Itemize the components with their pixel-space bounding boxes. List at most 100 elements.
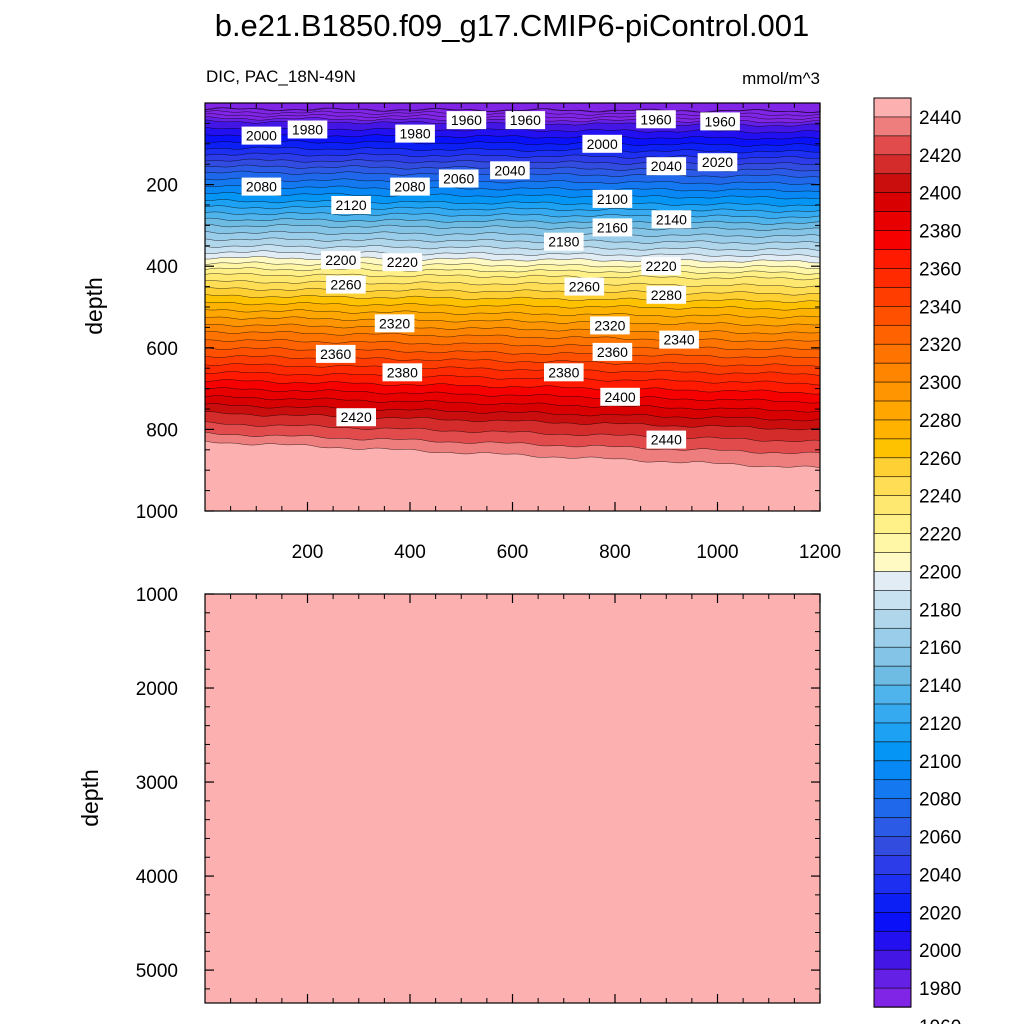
contour-label: 2400 bbox=[600, 387, 640, 406]
contour-label: 2140 bbox=[651, 210, 692, 229]
contour-label-box bbox=[315, 344, 356, 363]
contour-label-text: 2040 bbox=[651, 158, 682, 174]
contour-label: 2040 bbox=[490, 161, 530, 180]
contour-label: 2360 bbox=[592, 342, 633, 361]
y-tick-label: 3000 bbox=[136, 773, 178, 794]
contour-label-box bbox=[646, 157, 687, 176]
figure-title: b.e21.B1850.f09_g17.CMIP6-piControl.001 bbox=[215, 8, 810, 43]
colorbar-label: 2040 bbox=[919, 865, 961, 886]
colorbar-swatch bbox=[873, 741, 912, 762]
contour-label-text: 1960 bbox=[705, 113, 736, 129]
contour-line bbox=[204, 267, 821, 275]
contour-line bbox=[204, 261, 821, 269]
contour-label: 2260 bbox=[326, 275, 366, 294]
contour-label-box bbox=[582, 134, 622, 153]
contour-label-box bbox=[646, 285, 687, 304]
contour-line bbox=[204, 199, 821, 207]
contour-line bbox=[204, 244, 821, 252]
colorbar: 2440 2420 2400 2380 2360 2340 2320 2300 2280 2260… bbox=[873, 97, 961, 1024]
colorbar-label: 2440 bbox=[919, 108, 961, 129]
contour-label-box bbox=[490, 161, 530, 180]
colorbar-swatch bbox=[873, 912, 912, 932]
contour-line bbox=[205, 339, 821, 351]
contour-label: 2160 bbox=[592, 218, 633, 237]
upper-panel: DIC, PAC_18N-49N mmol/m^3 2000 1980 1980 19… bbox=[81, 67, 841, 563]
y-tick-label: 400 bbox=[146, 257, 178, 278]
upper-y-axis-label: depth bbox=[81, 277, 107, 335]
contour-label: 2320 bbox=[590, 316, 630, 335]
colorbar-label: 2180 bbox=[919, 600, 961, 621]
colorbar-label: 2140 bbox=[919, 676, 961, 697]
contour-label-text: 1980 bbox=[292, 122, 323, 138]
colorbar-swatch bbox=[873, 154, 912, 175]
contour-label: 2320 bbox=[374, 314, 415, 333]
contour-label: 2360 bbox=[315, 344, 356, 363]
colorbar-label: 2020 bbox=[919, 903, 961, 924]
contour-label-box bbox=[592, 342, 633, 361]
y-tick-label: 4000 bbox=[136, 867, 178, 888]
colorbar-swatch bbox=[873, 230, 912, 251]
colorbar-label: 2420 bbox=[919, 146, 961, 167]
contour-label-text: 2080 bbox=[246, 179, 277, 195]
contour-label: 1980 bbox=[395, 124, 435, 143]
colorbar-label: 1960 bbox=[919, 1017, 961, 1024]
contour-label: 2060 bbox=[438, 169, 479, 188]
contour-label: 2080 bbox=[390, 177, 430, 196]
colorbar-swatch bbox=[873, 419, 912, 440]
x-tick-label: 400 bbox=[394, 542, 426, 563]
colorbar-swatch bbox=[873, 779, 912, 800]
contour-line bbox=[204, 440, 821, 469]
contour-line bbox=[204, 280, 821, 288]
colorbar-swatch bbox=[873, 97, 912, 118]
contour-label-text: 1960 bbox=[640, 111, 671, 127]
contour-label-box bbox=[641, 257, 681, 276]
colorbar-swatch bbox=[873, 893, 912, 914]
contour-label-text: 2060 bbox=[443, 171, 474, 187]
colorbar-label: 2320 bbox=[919, 335, 961, 356]
colorbar-label: 2060 bbox=[919, 828, 961, 849]
contour-label: 2080 bbox=[241, 177, 282, 196]
contour-label-box bbox=[600, 387, 640, 406]
contour-label-text: 1980 bbox=[400, 126, 431, 142]
contour-label-box bbox=[382, 363, 423, 382]
upper-axes: 200 400 600 800 1000 1200 200 400 600 800 1000 bbox=[136, 103, 841, 563]
colorbar-label: 2100 bbox=[919, 752, 961, 773]
contour-label-text: 2360 bbox=[320, 346, 351, 362]
contour-label-text: 2280 bbox=[651, 287, 682, 303]
x-tick-label: 1000 bbox=[696, 542, 738, 563]
contour-label-text: 1960 bbox=[451, 112, 482, 128]
colorbar-swatch bbox=[873, 476, 912, 497]
colorbar-label: 2360 bbox=[919, 259, 961, 280]
contour-label-box bbox=[505, 111, 546, 130]
lower-contour-fill bbox=[205, 594, 820, 1003]
contour-label-text: 2260 bbox=[330, 277, 361, 293]
x-tick-label: 800 bbox=[599, 542, 631, 563]
x-tick-label: 600 bbox=[497, 542, 529, 563]
contour-label-text: 2120 bbox=[336, 197, 367, 213]
colorbar-swatch bbox=[873, 381, 912, 402]
contour-label-box bbox=[321, 251, 361, 270]
contour-label: 1960 bbox=[446, 111, 487, 130]
contour-label-text: 2020 bbox=[702, 154, 733, 170]
contour-line bbox=[204, 395, 821, 413]
contour-line bbox=[204, 192, 821, 200]
contour-line bbox=[204, 371, 821, 386]
contour-label-box bbox=[446, 111, 487, 130]
contour-line bbox=[204, 250, 821, 258]
colorbar-label: 2380 bbox=[919, 222, 961, 243]
contour-label: 2120 bbox=[331, 196, 371, 214]
colorbar-swatch bbox=[873, 324, 912, 345]
y-tick-label: 800 bbox=[146, 420, 178, 441]
contour-label-text: 1960 bbox=[510, 112, 541, 128]
colorbar-swatch bbox=[873, 552, 912, 573]
colorbar-swatch bbox=[873, 949, 912, 970]
contour-label-text: 2220 bbox=[387, 254, 418, 270]
colorbar-swatch bbox=[873, 646, 912, 667]
contour-label-text: 2360 bbox=[597, 344, 628, 360]
contour-label: 1960 bbox=[505, 111, 546, 130]
contour-label: 2380 bbox=[382, 363, 423, 382]
contour-label-box bbox=[374, 314, 415, 333]
contour-label-text: 2180 bbox=[548, 234, 579, 250]
colorbar-label: 2260 bbox=[919, 449, 961, 470]
